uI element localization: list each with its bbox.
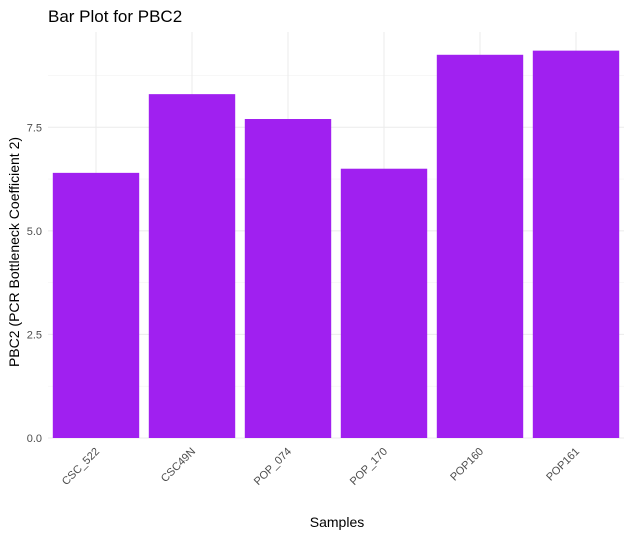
bar-pop160 [436, 54, 524, 439]
bar-csc49n [148, 94, 236, 439]
x-tick-label: POP_074 [252, 446, 294, 488]
y-axis-ticks: 0.0 2.5 5.0 7.5 [27, 122, 42, 445]
y-tick-label: 2.5 [27, 329, 42, 341]
x-axis-title: Samples [310, 514, 364, 530]
x-axis-ticks: CSC_522 CSC49N POP_074 POP_170 POP160 POP161 [60, 446, 582, 488]
bar-csc-522 [52, 172, 140, 438]
chart-title: Bar Plot for PBC2 [48, 7, 182, 26]
x-tick-label: CSC49N [159, 446, 198, 485]
x-tick-label: CSC_522 [60, 446, 102, 488]
bar-pop161 [532, 50, 620, 439]
bar-pop-074 [244, 119, 332, 438]
bars [52, 50, 620, 439]
bar-pop-170 [340, 168, 428, 438]
y-axis-title: PBC2 (PCR Bottleneck Coefficient 2) [6, 137, 22, 367]
y-tick-label: 7.5 [27, 122, 42, 134]
y-tick-label: 5.0 [27, 226, 42, 238]
y-tick-label: 0.0 [27, 433, 42, 445]
x-tick-label: POP_170 [348, 446, 390, 488]
x-tick-label: POP160 [448, 446, 486, 484]
x-tick-label: POP161 [544, 446, 582, 484]
